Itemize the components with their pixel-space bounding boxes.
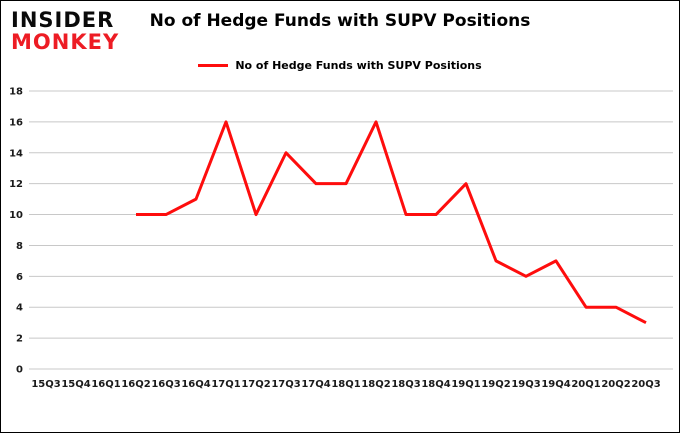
x-tick-label: 17Q3: [271, 379, 300, 390]
x-tick-label: 16Q1: [91, 379, 120, 390]
chart-legend: No of Hedge Funds with SUPV Positions: [1, 57, 679, 72]
x-tick-label: 17Q1: [211, 379, 240, 390]
x-tick-label: 18Q4: [421, 379, 450, 390]
x-tick-label: 20Q2: [601, 379, 630, 390]
x-tick-label: 19Q2: [481, 379, 510, 390]
y-tick-label: 12: [9, 179, 23, 190]
chart-title: No of Hedge Funds with SUPV Positions: [149, 11, 531, 31]
x-tick-label: 17Q4: [301, 379, 330, 390]
x-tick-label: 16Q3: [151, 379, 180, 390]
x-tick-label: 15Q4: [61, 379, 90, 390]
legend-label: No of Hedge Funds with SUPV Positions: [235, 59, 482, 72]
y-tick-label: 2: [16, 334, 23, 345]
series-line: [136, 120, 647, 325]
x-tick-label: 20Q1: [571, 379, 600, 390]
x-tick-label: 18Q2: [361, 379, 390, 390]
y-tick-label: 8: [16, 241, 23, 252]
x-tick-label: 18Q3: [391, 379, 420, 390]
x-tick-label: 16Q4: [181, 379, 210, 390]
y-tick-label: 6: [16, 272, 23, 283]
y-tick-label: 0: [16, 365, 23, 376]
x-tick-label: 19Q3: [511, 379, 540, 390]
y-tick-label: 14: [9, 148, 23, 159]
insider-monkey-logo: INSIDER MONKEY: [11, 9, 119, 53]
x-tick-label: 15Q3: [31, 379, 60, 390]
y-tick-label: 18: [9, 87, 23, 98]
logo-monkey-text: MONKEY: [11, 30, 120, 55]
x-tick-label: 20Q3: [631, 379, 660, 390]
x-tick-label: 19Q1: [451, 379, 480, 390]
y-tick-label: 16: [9, 117, 23, 128]
logo-insider-text: INSIDER: [11, 8, 115, 32]
x-tick-label: 19Q4: [541, 379, 570, 390]
y-tick-label: 4: [16, 303, 23, 314]
x-tick-label: 16Q2: [121, 379, 150, 390]
x-tick-label: 17Q2: [241, 379, 270, 390]
legend-line-swatch: [198, 64, 229, 67]
x-tick-label: 18Q1: [331, 379, 360, 390]
y-tick-label: 10: [9, 210, 23, 221]
